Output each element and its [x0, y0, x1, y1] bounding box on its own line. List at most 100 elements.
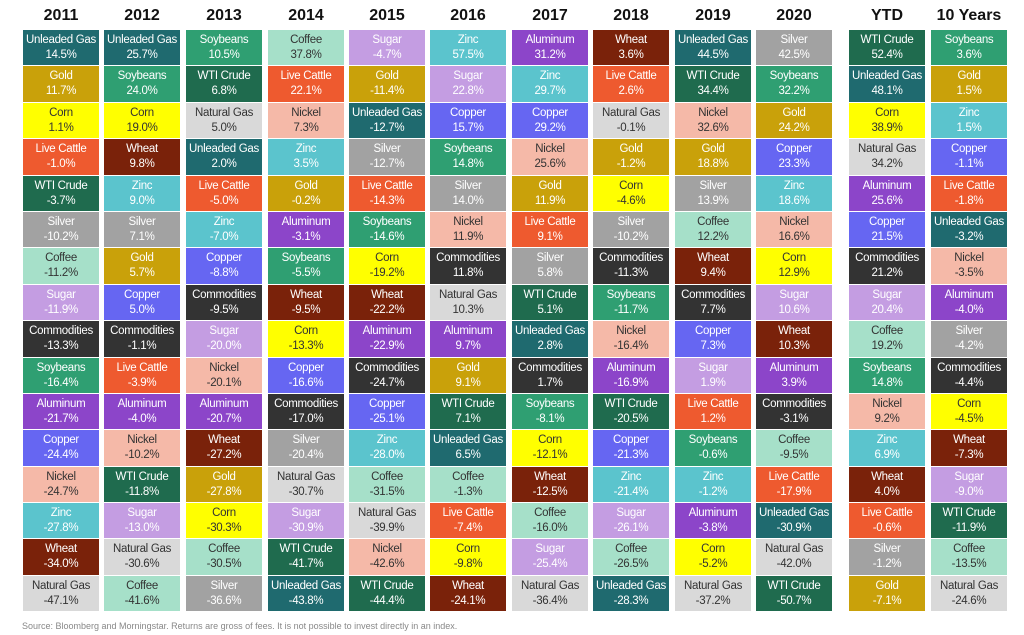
column-2016: 2016 Zinc 57.5% Sugar 22.8% Copper 15.7% Soybea… [430, 0, 506, 612]
cell-corn: Corn 38.9% [849, 102, 925, 139]
return-value: -13.3% [43, 340, 79, 353]
return-value: 7.1% [129, 230, 155, 243]
cell-zinc: Zinc -27.8% [23, 503, 99, 539]
cell-gold: Gold 24.2% [756, 102, 832, 139]
return-value: -27.8% [206, 485, 242, 498]
cell-live-cattle: Live Cattle -14.3% [349, 175, 425, 211]
return-value: -11.2% [44, 267, 78, 280]
cell-gold: Gold 9.1% [430, 357, 506, 393]
cell-wti-crude: WTI Crude 34.4% [675, 66, 751, 102]
return-value: -30.7% [288, 485, 324, 498]
commodity-name: Aluminum [117, 397, 167, 410]
cell-sugar: Sugar 20.4% [849, 284, 925, 321]
return-value: -50.7% [776, 594, 812, 607]
commodity-name: Sugar [372, 34, 402, 46]
cell-gold: Gold 5.7% [104, 248, 180, 284]
cell-corn: Corn -19.2% [349, 248, 425, 284]
return-value: 25.6% [871, 194, 903, 207]
cell-copper: Copper 7.3% [675, 321, 751, 357]
commodity-name: Copper [776, 143, 812, 156]
commodity-name: Live Cattle [116, 361, 168, 374]
column-10-years: 10 Years Soybeans 3.6% Gold 1.5% Zinc 1.5% Copp… [931, 0, 1007, 612]
cell-aluminum: Aluminum -16.9% [593, 357, 669, 393]
return-value: -42.6% [369, 558, 405, 571]
return-value: -26.1% [613, 522, 649, 535]
return-value: -42.0% [776, 558, 812, 571]
commodity-name: Nickel [46, 470, 76, 483]
cell-corn: Corn 1.1% [23, 102, 99, 139]
commodity-name: Aluminum [281, 215, 331, 228]
cell-live-cattle: Live Cattle 2.6% [593, 66, 669, 102]
commodity-name: Wheat [778, 325, 810, 338]
cell-wheat: Wheat -34.0% [23, 539, 99, 575]
return-value: -0.6% [872, 522, 902, 535]
commodity-name: Soybeans [862, 361, 912, 374]
commodity-name: Unleaded Gas [433, 434, 503, 447]
return-value: 21.2% [871, 267, 903, 280]
commodity-name: Coffee [778, 434, 810, 447]
cell-aluminum: Aluminum -3.8% [675, 503, 751, 539]
cell-sugar: Sugar -9.0% [931, 466, 1007, 503]
commodity-name: Silver [210, 579, 238, 592]
return-value: -24.6% [951, 594, 987, 607]
return-value: -11.7% [614, 303, 648, 316]
return-value: -12.5% [532, 485, 568, 498]
cell-soybeans: Soybeans 32.2% [756, 66, 832, 102]
return-value: -24.1% [450, 594, 486, 607]
return-value: 15.7% [452, 121, 484, 134]
cell-silver: Silver -10.2% [23, 211, 99, 248]
commodity-name: Live Cattle [198, 179, 250, 192]
return-value: -3.2% [954, 230, 984, 243]
return-value: -16.9% [613, 376, 649, 389]
commodity-name: WTI Crude [441, 397, 495, 410]
commodity-name: Wheat [615, 34, 647, 46]
cell-soybeans: Soybeans -14.6% [349, 211, 425, 248]
return-value: -41.6% [124, 594, 160, 607]
cell-corn: Corn 19.0% [104, 102, 180, 139]
return-value: -11.9% [952, 522, 986, 535]
return-value: -4.5% [954, 412, 984, 425]
return-value: -36.6% [206, 594, 242, 607]
return-value: -17.9% [776, 485, 812, 498]
cell-nickel: Nickel 11.9% [430, 211, 506, 248]
return-value: 3.6% [956, 49, 982, 61]
commodity-name: WTI Crude [115, 470, 169, 483]
return-value: 6.8% [211, 85, 237, 98]
commodity-name: Gold [375, 70, 399, 83]
cell-nickel: Nickel -42.6% [349, 539, 425, 575]
return-value: 11.8% [452, 267, 484, 280]
column-header: 2011 [43, 7, 79, 24]
commodity-name: Live Cattle [605, 70, 657, 83]
commodity-name: Aluminum [606, 361, 656, 374]
commodity-name: Soybeans [117, 70, 167, 83]
commodity-name: Wheat [697, 252, 729, 265]
return-value: -1.2% [616, 158, 646, 171]
column-header: 2020 [776, 7, 812, 24]
cell-zinc: Zinc -7.0% [186, 211, 262, 248]
cell-wti-crude: WTI Crude 7.1% [430, 393, 506, 430]
cell-aluminum: Aluminum -4.0% [104, 393, 180, 430]
commodity-name: Coffee [208, 543, 240, 556]
return-value: 1.1% [48, 121, 74, 134]
commodity-name: WTI Crude [942, 507, 996, 520]
column-2013: 2013 Soybeans 10.5% WTI Crude 6.8% Natural Ga… [186, 0, 262, 612]
commodity-name: Commodities [110, 325, 174, 338]
cell-unleaded-gas: Unleaded Gas -3.2% [931, 211, 1007, 248]
return-value: 4.0% [874, 485, 900, 498]
return-value: -24.7% [43, 485, 79, 498]
cell-soybeans: Soybeans 14.8% [849, 357, 925, 393]
return-value: 48.1% [871, 85, 903, 98]
commodity-name: Zinc [295, 143, 317, 156]
column-header: 2018 [613, 7, 649, 24]
commodity-name: Corn [375, 252, 399, 265]
cell-zinc: Zinc -1.2% [675, 466, 751, 503]
return-value: -1.2% [872, 558, 902, 571]
cell-corn: Corn -4.5% [931, 393, 1007, 430]
column-ytd: YTD WTI Crude 52.4% Unleaded Gas 48.1% Corn 38… [849, 0, 925, 612]
return-value: -21.4% [613, 485, 649, 498]
commodity-name: Coffee [953, 543, 985, 556]
cell-commodities: Commodities -24.7% [349, 357, 425, 393]
commodity-name: Wheat [126, 143, 158, 156]
cell-gold: Gold -27.8% [186, 466, 262, 503]
cell-unleaded-gas: Unleaded Gas 14.5% [23, 30, 99, 66]
